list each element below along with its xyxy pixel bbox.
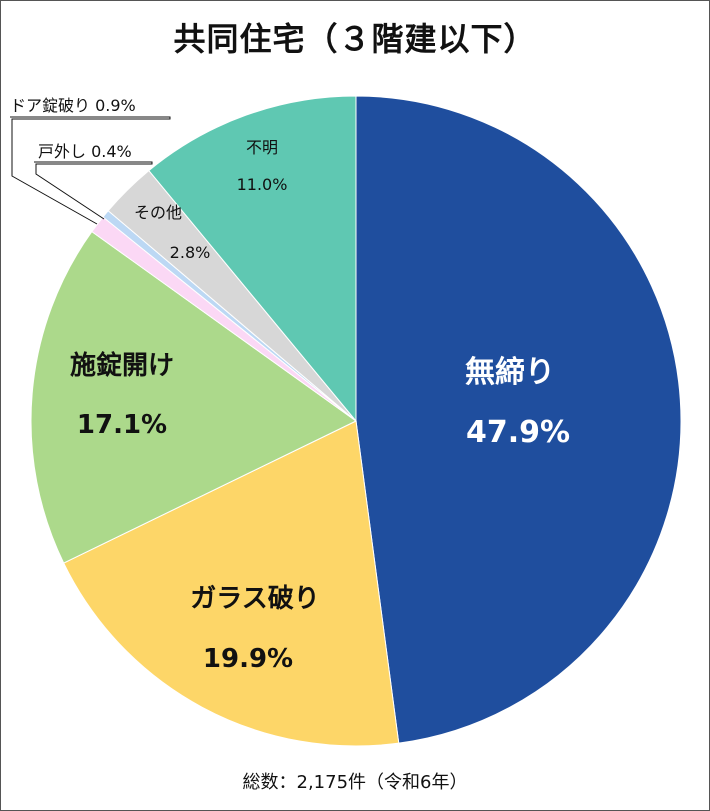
slice-garasu-value: 19.9%	[203, 644, 293, 674]
chart-footer: 総数：2,175件（令和6年）	[242, 772, 468, 793]
slice-garasu-label: ガラス破り	[190, 584, 319, 614]
leader-door	[10, 116, 171, 225]
slice-sejo-value: 17.1%	[77, 410, 167, 440]
slice-muzimari-value: 47.9%	[466, 415, 570, 450]
slice-door-label: ドア錠破り 0.9%	[10, 96, 136, 115]
leader-toso	[34, 161, 153, 220]
slice-fumei-value: 11.0%	[237, 175, 288, 194]
slice-muzimari	[355, 95, 682, 744]
slice-sejo-label: 施錠開け	[70, 350, 174, 381]
slice-fumei	[148, 95, 357, 423]
slice-muzimari-label: 無締り	[465, 355, 555, 390]
slice-sonota-value: 2.8%	[170, 243, 211, 262]
slice-fumei-label: 不明	[246, 138, 278, 157]
slice-garasu	[63, 420, 400, 747]
slice-sonota-label: その他	[134, 203, 182, 222]
slice-sejo	[30, 230, 357, 564]
chart-title: 共同住宅（３階建以下）	[173, 20, 537, 58]
slice-toso-label: 戸外し 0.4%	[38, 142, 132, 161]
